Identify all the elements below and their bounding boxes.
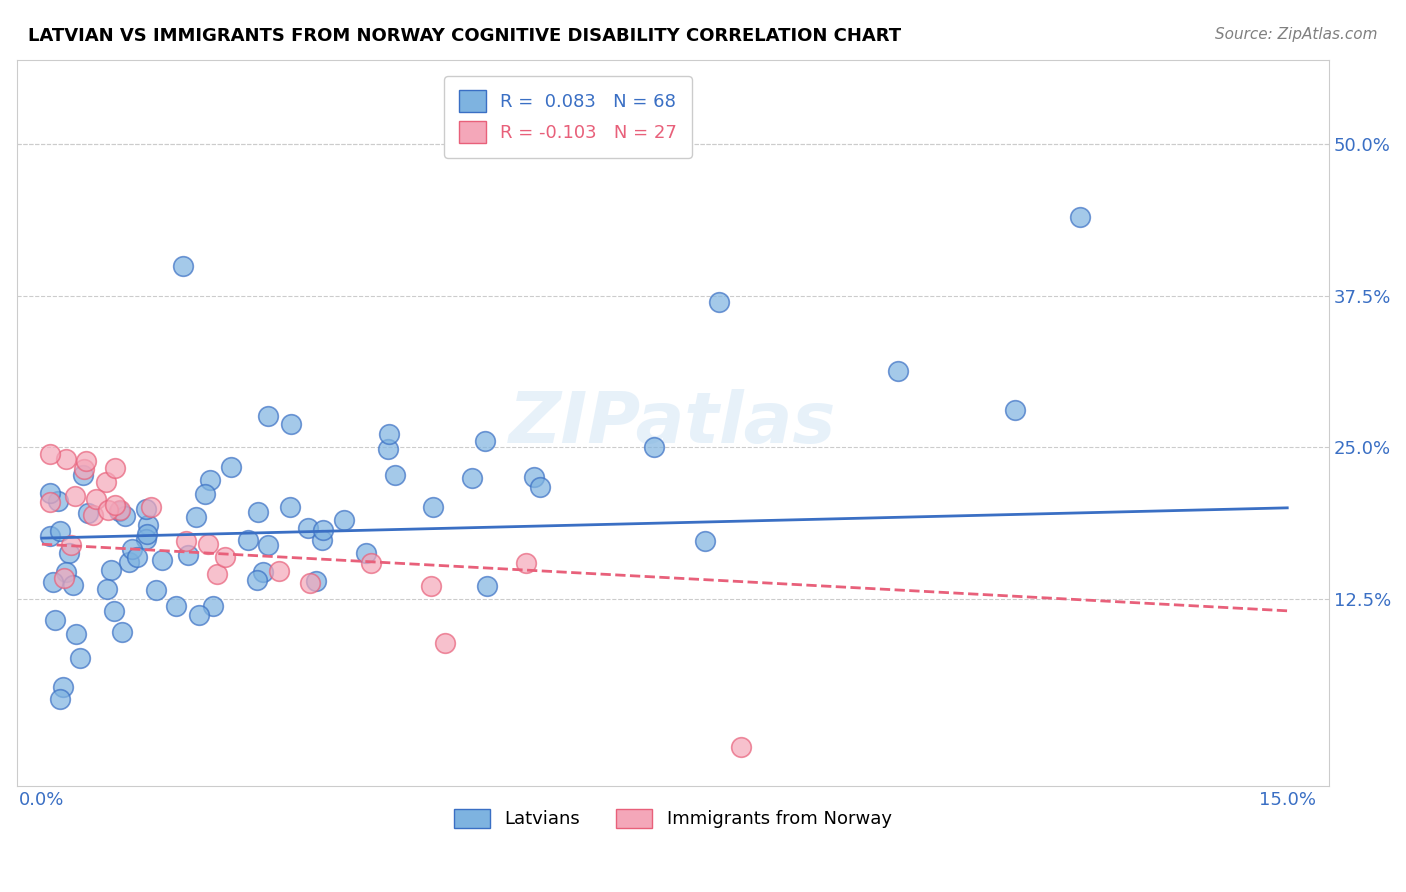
Point (104, 461, 127, 475)
Point (136, 518, 159, 533)
Point (135, 532, 157, 546)
Point (49, 691, 72, 706)
Point (55, 452, 77, 467)
Point (461, 470, 484, 484)
Point (100, 563, 122, 577)
Legend: Latvians, Immigrants from Norway: Latvians, Immigrants from Norway (447, 802, 898, 836)
Point (94, 475, 117, 490)
Point (103, 604, 125, 618)
Point (474, 434, 496, 449)
Point (252, 565, 274, 579)
Point (177, 548, 200, 562)
Point (75, 454, 97, 468)
Point (49, 524, 72, 539)
Point (278, 500, 301, 514)
Point (42, 575, 65, 590)
Point (707, 294, 730, 309)
Point (219, 459, 242, 474)
Text: LATVIAN VS IMMIGRANTS FROM NORWAY COGNITIVE DISABILITY CORRELATION CHART: LATVIAN VS IMMIGRANTS FROM NORWAY COGNIT… (28, 27, 901, 45)
Point (52, 680, 75, 694)
Point (82, 508, 104, 522)
Point (523, 470, 546, 484)
Point (312, 523, 335, 537)
Point (378, 426, 401, 441)
Point (39, 529, 62, 543)
Point (280, 417, 302, 432)
Point (184, 510, 207, 524)
Point (311, 533, 333, 548)
Point (108, 503, 131, 517)
Point (55, 566, 77, 580)
Point (136, 526, 159, 541)
Point (60, 538, 83, 552)
Point (76, 506, 98, 520)
Point (135, 501, 157, 516)
Point (305, 574, 328, 588)
Point (125, 549, 148, 564)
Point (73, 462, 96, 476)
Point (730, 739, 752, 754)
Point (111, 624, 134, 639)
Point (515, 556, 537, 570)
Point (121, 542, 143, 557)
Point (39, 494, 62, 508)
Point (202, 599, 225, 613)
Point (97, 503, 120, 517)
Point (174, 534, 197, 549)
Point (39, 486, 62, 500)
Point (256, 538, 278, 552)
Point (39, 447, 62, 461)
Point (150, 553, 173, 567)
Point (433, 636, 456, 650)
Point (187, 607, 209, 622)
Point (422, 500, 444, 514)
Point (354, 546, 377, 560)
Point (103, 498, 125, 512)
Point (477, 579, 499, 593)
Point (1004, 403, 1026, 417)
Point (384, 467, 406, 482)
Point (693, 534, 716, 549)
Point (118, 555, 141, 569)
Point (887, 364, 910, 378)
Point (86, 491, 108, 506)
Point (529, 480, 551, 494)
Point (165, 599, 187, 613)
Point (256, 409, 278, 423)
Point (139, 500, 162, 514)
Point (58, 546, 80, 560)
Point (145, 583, 167, 598)
Text: Source: ZipAtlas.com: Source: ZipAtlas.com (1215, 27, 1378, 42)
Point (65, 626, 87, 640)
Point (420, 578, 443, 592)
Point (198, 473, 221, 487)
Point (332, 513, 354, 527)
Point (214, 550, 236, 565)
Point (52, 572, 75, 586)
Point (44, 613, 66, 627)
Point (108, 503, 131, 517)
Point (377, 442, 399, 456)
Point (269, 564, 291, 578)
Point (246, 573, 269, 587)
Point (1069, 210, 1091, 224)
Point (194, 486, 217, 500)
Point (297, 520, 319, 534)
Point (360, 556, 382, 570)
Point (96, 582, 118, 597)
Point (72, 468, 94, 483)
Point (246, 505, 269, 519)
Point (62, 578, 84, 592)
Point (205, 567, 228, 582)
Point (197, 537, 219, 551)
Point (114, 508, 136, 523)
Point (69, 651, 91, 665)
Point (172, 259, 194, 273)
Point (643, 440, 665, 454)
Point (236, 533, 259, 547)
Point (63, 490, 86, 504)
Text: ZIPatlas: ZIPatlas (509, 389, 837, 458)
Point (46, 493, 69, 508)
Point (299, 575, 322, 590)
